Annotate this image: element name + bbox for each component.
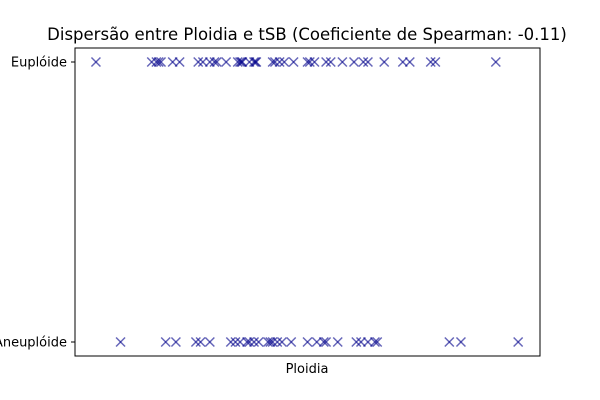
scatter-point (430, 56, 441, 68)
scatter-point (153, 56, 164, 68)
scatter-point (251, 56, 262, 68)
scatter-point (232, 56, 243, 68)
scatter-point (225, 336, 236, 348)
scatter-point (211, 56, 222, 68)
scatter-point (404, 56, 415, 68)
scatter-point (253, 336, 264, 348)
y-tick-label: Aneuplóide (0, 336, 67, 351)
scatter-point (372, 336, 383, 348)
chart-title: Dispersão entre Ploidia e tSB (Coeficien… (47, 25, 567, 44)
scatter-point (288, 56, 299, 68)
scatter-point (155, 56, 167, 68)
scatter-point (90, 56, 101, 68)
scatter-point (262, 336, 274, 348)
scatter-point (272, 336, 283, 348)
scatter-point (325, 56, 336, 68)
scatter-point (209, 56, 220, 68)
scatter-point (318, 336, 329, 348)
scatter-point (274, 56, 285, 68)
data-points (90, 56, 524, 348)
plot-area-frame (74, 47, 541, 357)
scatter-point (151, 56, 162, 68)
scatter-point (190, 336, 201, 348)
scatter-point (267, 336, 278, 348)
scatter-point (444, 336, 455, 348)
scatter-point (379, 56, 390, 68)
scatter-point (221, 56, 232, 68)
scatter-point (160, 336, 171, 348)
scatter-point (248, 336, 260, 348)
scatter-point (193, 56, 204, 68)
scatter-point (490, 56, 501, 68)
scatter-point (248, 56, 260, 68)
scatter-point (321, 336, 332, 348)
y-axis: Aneuplóide Euplóide (0, 56, 75, 351)
scatter-point (369, 336, 380, 348)
scatter-point (321, 56, 332, 68)
y-tick-label: Euplóide (11, 56, 67, 71)
scatter-point (279, 56, 290, 68)
scatter-point (351, 336, 362, 348)
scatter-point (425, 56, 436, 68)
scatter-point (304, 56, 315, 68)
scatter-point (195, 336, 206, 348)
scatter-point (170, 336, 181, 348)
scatter-point (348, 56, 360, 68)
x-axis-label: Ploidia (286, 362, 329, 377)
scatter-point (235, 56, 246, 68)
scatter-point (513, 336, 524, 348)
scatter-point (332, 336, 343, 348)
scatter-point (358, 56, 369, 68)
scatter-point (455, 336, 466, 348)
scatter-point (302, 336, 313, 348)
scatter-point (286, 336, 297, 348)
scatter-point (174, 56, 185, 68)
scatter-point (269, 56, 280, 68)
scatter-point (204, 336, 215, 348)
scatter-point (309, 56, 320, 68)
scatter-point (337, 56, 348, 68)
scatter-point (276, 336, 287, 348)
scatter-point (115, 336, 126, 348)
scatter-point (244, 336, 255, 348)
scatter-point (230, 336, 241, 348)
scatter-point (362, 56, 373, 68)
